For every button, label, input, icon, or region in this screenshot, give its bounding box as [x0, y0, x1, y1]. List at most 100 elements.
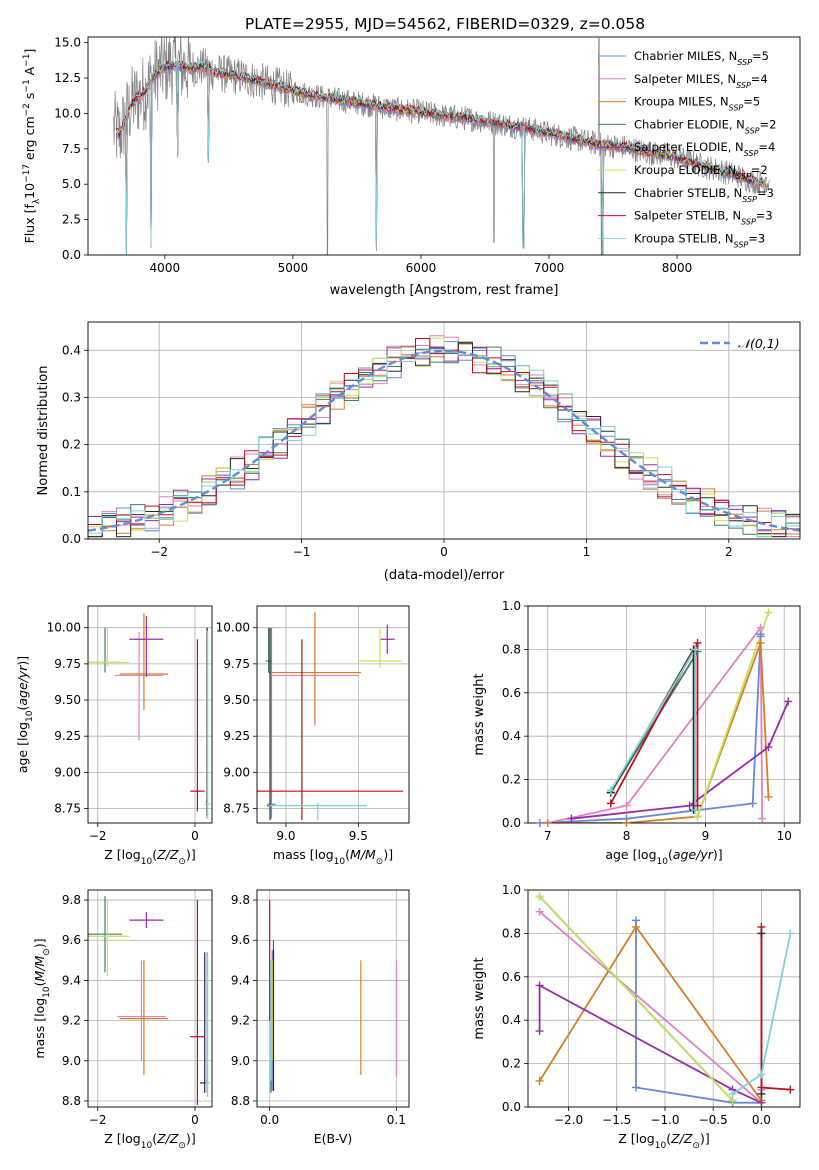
label-part: )]: [32, 938, 47, 948]
label-part: (: [666, 1131, 671, 1146]
x-axis-label: Z [log10(Z/Z⊙)]: [104, 847, 195, 867]
y-tick-label: 0.8: [502, 926, 521, 940]
x-tick-label: −2: [89, 1113, 107, 1127]
plot-area-mass_vs_EBV: [269, 900, 397, 1093]
y-tick-label: 5.0: [62, 177, 81, 191]
plot-area-weight_vs_age: [539, 612, 790, 823]
axes-frame-mass_vs_Z: [87, 889, 213, 1108]
legend-text-part: SSP: [741, 217, 756, 226]
x-tick-label: 0.1: [387, 1113, 406, 1127]
x-tick-label: −0.5: [699, 1113, 728, 1127]
x-tick-label: 9.5: [349, 829, 368, 843]
series-marker-k_stelib: [786, 929, 795, 938]
legend-text-part: =3: [757, 186, 774, 200]
series-line-c_miles: [635, 920, 762, 1104]
axes-frame-age_vs_Z: [87, 605, 213, 824]
series-marker-k_miles: [543, 819, 552, 827]
series-marker-s_elodie: [685, 801, 694, 810]
y-tick-label: 0.0: [62, 248, 81, 262]
y-tick-label: 9.25: [54, 729, 81, 743]
x-tick-label: 9: [702, 829, 710, 843]
x-tick-label: −1: [293, 545, 311, 559]
series-marker-s_miles: [758, 814, 767, 823]
y-tick-label: 9.4: [231, 973, 250, 987]
x-tick-label: 8: [623, 829, 631, 843]
y-tick-label: 0.4: [62, 343, 81, 357]
legend-text-part: SSP: [729, 103, 744, 112]
y-tick-label: 0.0: [502, 816, 521, 830]
x-axis-label: age [log10(age/yr)]: [605, 847, 722, 867]
axes-spectrum: 4000 5000 6000 7000 8000 0.0 2.5 5.0 7.5 10.0 12.5…: [22, 36, 801, 298]
series-marker-s_elodie: [757, 1098, 766, 1107]
label-part: ]: [22, 49, 37, 54]
y-tick-label: 2.5: [62, 213, 81, 227]
legend-text-part: =2: [760, 117, 777, 131]
series-marker-k_stelib: [691, 645, 700, 654]
y-tick-label: 15.0: [54, 36, 81, 50]
series-marker-k_stelib: [606, 786, 615, 795]
legend-text-part: =3: [756, 209, 773, 223]
y-axis-label: mass [log10(M/M⊙)]: [32, 938, 52, 1058]
legend-text-part: Chabrier MILES, N: [634, 49, 737, 63]
y-tick-label: 9.75: [54, 657, 81, 671]
legend-entry: Chabrier STELIB, NSSP=3: [634, 186, 774, 204]
legend-entry: Salpeter ELODIE, NSSP=4: [634, 140, 775, 158]
legend-entry: Chabrier ELODIE, NSSP=2: [634, 117, 776, 135]
y-axis-label: mass weight: [472, 673, 487, 755]
label-part: −1: [22, 54, 32, 67]
y-tick-label: 0.3: [62, 390, 81, 404]
legend-entry: Salpeter MILES, NSSP=4: [634, 72, 768, 90]
legend-entry-normal: 𝒩(0,1): [738, 336, 780, 351]
series-line-k_stelib: [610, 646, 696, 810]
x-tick-label: 0: [191, 1113, 199, 1127]
plot-area-age_vs_Z: [88, 613, 211, 819]
histogram-k_elodie: [88, 337, 800, 536]
y-tick-label: 1.0: [502, 599, 521, 613]
y-tick-label: 9.8: [231, 893, 250, 907]
axes-frame-spectrum: [87, 36, 801, 256]
y-tick-label: 8.75: [54, 802, 81, 816]
label-part: ⊙: [376, 857, 384, 867]
x-tick-label: 8000: [662, 261, 693, 275]
axes-frame-weight_vs_age: [527, 605, 801, 824]
legend-text-part: SSP: [744, 149, 759, 158]
series-marker-s_elodie: [784, 697, 793, 706]
label-part: Z [log: [104, 847, 140, 862]
y-tick-label: 8.8: [62, 1094, 81, 1108]
y-tick-label: 9.8: [62, 893, 81, 907]
label-part: )]: [383, 847, 393, 862]
y-tick-label: 8.8: [231, 1094, 250, 1108]
series-marker-s_elodie: [764, 743, 773, 752]
x-tick-label: 4000: [150, 261, 181, 275]
y-tick-label: 0.1: [62, 485, 81, 499]
label-part: )]: [700, 1131, 710, 1146]
legend-text-part: =5: [743, 95, 760, 109]
label-part: 10: [657, 857, 669, 867]
x-tick-label: 0: [191, 829, 199, 843]
legend-text-part: Salpeter STELIB, N: [634, 209, 741, 223]
x-tick-label: 2: [725, 545, 733, 559]
label-part: ⊙: [692, 1141, 700, 1151]
x-axis-label: Z [log10(Z/Z⊙)]: [104, 1131, 195, 1151]
figure-title: PLATE=2955, MJD=54562, FIBERID=0329, z=0…: [245, 15, 645, 33]
y-tick-label: 0.4: [502, 729, 521, 743]
label-part: −1: [22, 79, 32, 92]
x-tick-label: −2: [89, 829, 107, 843]
y-tick-label: 9.25: [223, 729, 250, 743]
series-marker-k_elodie: [535, 892, 544, 901]
label-part: age/yr: [673, 847, 714, 862]
legend-text-part: =2: [751, 163, 768, 177]
axes-frame-age_vs_mass: [256, 605, 410, 824]
label-part: age/yr: [15, 665, 30, 706]
x-tick-label: 0: [440, 545, 448, 559]
label-part: A: [22, 66, 37, 79]
label-part: Z/Z: [670, 1131, 693, 1146]
series-line-k_elodie: [538, 895, 734, 1102]
legend-text-part: SSP: [742, 194, 757, 203]
legend-text-part: SSP: [737, 58, 752, 67]
series-marker-s_stelib: [757, 922, 766, 931]
axes-mass_vs_Z: −2 08.89.09.29.49.69.8Z [log10(Z/Z⊙)]mass…: [32, 889, 213, 1151]
series-marker-c_miles: [535, 819, 544, 827]
series-marker-k_miles: [622, 819, 631, 827]
